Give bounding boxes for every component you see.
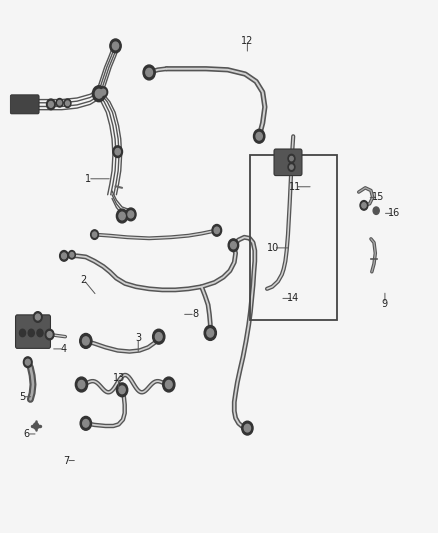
Circle shape [290, 157, 293, 161]
Circle shape [83, 419, 89, 427]
Text: 6: 6 [24, 429, 30, 439]
Circle shape [143, 65, 155, 80]
Circle shape [101, 89, 106, 95]
Bar [250, 155, 337, 320]
Circle shape [46, 99, 55, 110]
Circle shape [290, 165, 293, 169]
Text: 2: 2 [81, 275, 87, 285]
Circle shape [288, 155, 295, 163]
Circle shape [228, 239, 239, 252]
Circle shape [204, 326, 216, 341]
Circle shape [64, 99, 71, 108]
Circle shape [162, 377, 175, 392]
Circle shape [373, 207, 379, 214]
Circle shape [45, 329, 54, 340]
FancyBboxPatch shape [274, 149, 302, 175]
Text: 1: 1 [85, 174, 91, 184]
Circle shape [119, 386, 125, 394]
Circle shape [49, 101, 53, 107]
Circle shape [80, 416, 92, 430]
Circle shape [19, 329, 25, 337]
Circle shape [115, 149, 120, 155]
Circle shape [126, 208, 136, 221]
Circle shape [146, 68, 152, 77]
Circle shape [33, 312, 42, 322]
Text: 10: 10 [268, 243, 280, 253]
Circle shape [95, 90, 102, 98]
Circle shape [23, 357, 32, 368]
Circle shape [33, 423, 39, 429]
Circle shape [128, 211, 134, 218]
Text: 16: 16 [388, 208, 400, 219]
Circle shape [92, 232, 97, 237]
Circle shape [92, 86, 106, 102]
FancyBboxPatch shape [11, 95, 39, 114]
Circle shape [113, 42, 119, 50]
Text: 9: 9 [382, 298, 388, 309]
Text: 15: 15 [372, 192, 385, 203]
Text: 7: 7 [63, 456, 69, 465]
Circle shape [60, 251, 68, 261]
Circle shape [242, 421, 253, 435]
Circle shape [75, 377, 88, 392]
Circle shape [56, 99, 63, 107]
Circle shape [91, 230, 99, 239]
Circle shape [155, 333, 162, 341]
Circle shape [166, 381, 172, 389]
Text: 5: 5 [19, 392, 26, 402]
Circle shape [47, 332, 52, 337]
Text: 12: 12 [241, 36, 254, 45]
Circle shape [82, 337, 89, 345]
Circle shape [113, 146, 123, 158]
Circle shape [110, 39, 121, 53]
Text: 13: 13 [113, 373, 125, 383]
Circle shape [254, 130, 265, 143]
Circle shape [66, 101, 69, 106]
Circle shape [68, 251, 75, 259]
Circle shape [360, 200, 368, 210]
Circle shape [256, 133, 262, 140]
Circle shape [230, 242, 236, 249]
Circle shape [58, 100, 62, 105]
Text: 11: 11 [289, 182, 301, 192]
Circle shape [362, 203, 366, 208]
FancyBboxPatch shape [15, 315, 50, 349]
Circle shape [28, 329, 34, 337]
Circle shape [214, 227, 219, 233]
Circle shape [80, 334, 92, 349]
Circle shape [152, 329, 165, 344]
Circle shape [35, 314, 40, 320]
Circle shape [117, 209, 128, 223]
Text: 8: 8 [192, 309, 198, 319]
Circle shape [244, 424, 251, 432]
Circle shape [37, 329, 43, 337]
Circle shape [288, 163, 295, 171]
Circle shape [70, 253, 74, 257]
Circle shape [62, 253, 67, 259]
Circle shape [119, 212, 125, 220]
Text: 4: 4 [61, 344, 67, 354]
Text: 14: 14 [287, 293, 299, 303]
Circle shape [207, 329, 214, 337]
Circle shape [99, 87, 108, 98]
Circle shape [78, 381, 85, 389]
Text: 3: 3 [135, 333, 141, 343]
Circle shape [117, 383, 128, 397]
Circle shape [25, 359, 30, 365]
Circle shape [212, 224, 222, 236]
